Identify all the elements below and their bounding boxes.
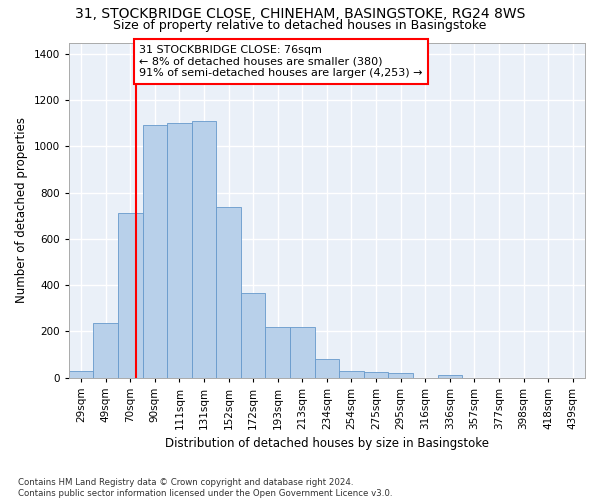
Bar (94, 323, 118, 378)
Bar (388, 374, 413, 378)
Bar (69, 370, 94, 378)
Bar (290, 326, 314, 378)
Bar (265, 326, 290, 378)
Text: 31, STOCKBRIDGE CLOSE, CHINEHAM, BASINGSTOKE, RG24 8WS: 31, STOCKBRIDGE CLOSE, CHINEHAM, BASINGS… (75, 8, 525, 22)
Bar (314, 359, 339, 378)
Bar (192, 121, 217, 378)
Bar (339, 370, 364, 378)
Text: Size of property relative to detached houses in Basingstoke: Size of property relative to detached ho… (113, 18, 487, 32)
Bar (364, 372, 388, 378)
Bar (143, 124, 167, 378)
Text: Contains HM Land Registry data © Crown copyright and database right 2024.
Contai: Contains HM Land Registry data © Crown c… (18, 478, 392, 498)
Bar (437, 375, 462, 378)
Y-axis label: Number of detached properties: Number of detached properties (15, 117, 28, 303)
Bar (118, 214, 143, 378)
Bar (217, 206, 241, 378)
Bar (167, 124, 192, 378)
Text: 31 STOCKBRIDGE CLOSE: 76sqm
← 8% of detached houses are smaller (380)
91% of sem: 31 STOCKBRIDGE CLOSE: 76sqm ← 8% of deta… (139, 45, 422, 78)
X-axis label: Distribution of detached houses by size in Basingstoke: Distribution of detached houses by size … (165, 437, 489, 450)
Bar (241, 293, 265, 378)
